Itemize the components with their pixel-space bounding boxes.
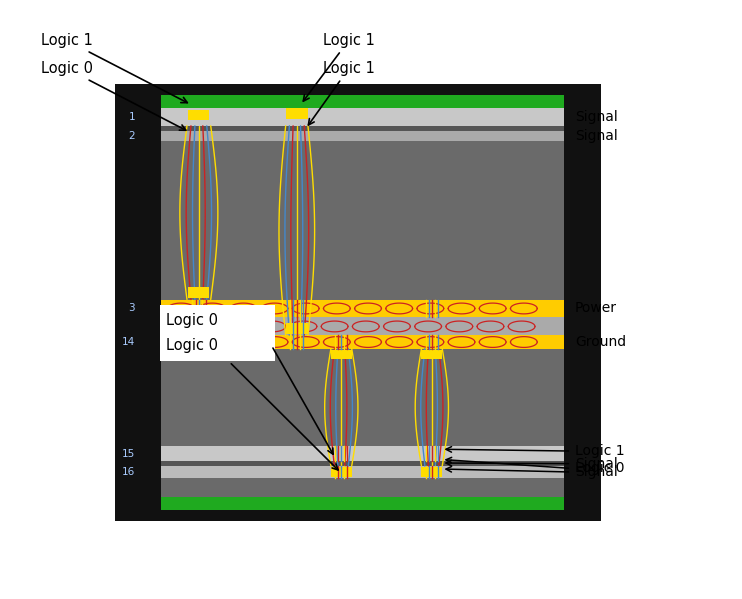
Bar (421, 467, 442, 477)
Bar (145, 497, 564, 510)
Bar (145, 335, 564, 349)
Text: Signal: Signal (575, 465, 618, 479)
Text: Logic 0: Logic 0 (575, 461, 625, 476)
Bar (145, 317, 564, 335)
Text: Signal: Signal (575, 456, 618, 471)
Bar (145, 95, 564, 510)
Text: 14: 14 (122, 337, 135, 347)
Bar (421, 350, 442, 359)
Text: 16: 16 (122, 467, 135, 477)
Bar (145, 108, 564, 126)
Text: 3: 3 (128, 304, 135, 313)
Text: Logic 0: Logic 0 (166, 313, 218, 328)
Text: Ground: Ground (575, 335, 626, 349)
Bar (188, 287, 209, 298)
Bar (286, 108, 308, 119)
Bar (160, 305, 275, 361)
Text: Signal: Signal (575, 110, 618, 124)
Text: 2: 2 (128, 131, 135, 141)
Text: 15: 15 (122, 449, 135, 459)
Bar (331, 350, 352, 359)
Bar (115, 84, 601, 521)
Bar (145, 126, 564, 131)
Bar (145, 466, 564, 478)
Text: Logic 1: Logic 1 (309, 61, 375, 125)
Bar (286, 323, 308, 334)
Bar (145, 446, 564, 461)
Text: Logic 1: Logic 1 (303, 33, 375, 101)
Text: Logic 0: Logic 0 (41, 61, 186, 130)
Bar (145, 461, 564, 466)
Text: Power: Power (575, 301, 617, 316)
Text: 1: 1 (128, 112, 135, 122)
Bar (145, 95, 161, 510)
Bar (145, 131, 564, 141)
Bar (145, 300, 564, 317)
Text: Logic 1: Logic 1 (575, 444, 625, 458)
Bar (145, 95, 564, 108)
Text: Logic 1: Logic 1 (41, 33, 187, 102)
Bar (331, 467, 352, 477)
Bar (188, 110, 209, 120)
Text: Signal: Signal (575, 129, 618, 143)
Text: Logic 0: Logic 0 (166, 338, 218, 353)
